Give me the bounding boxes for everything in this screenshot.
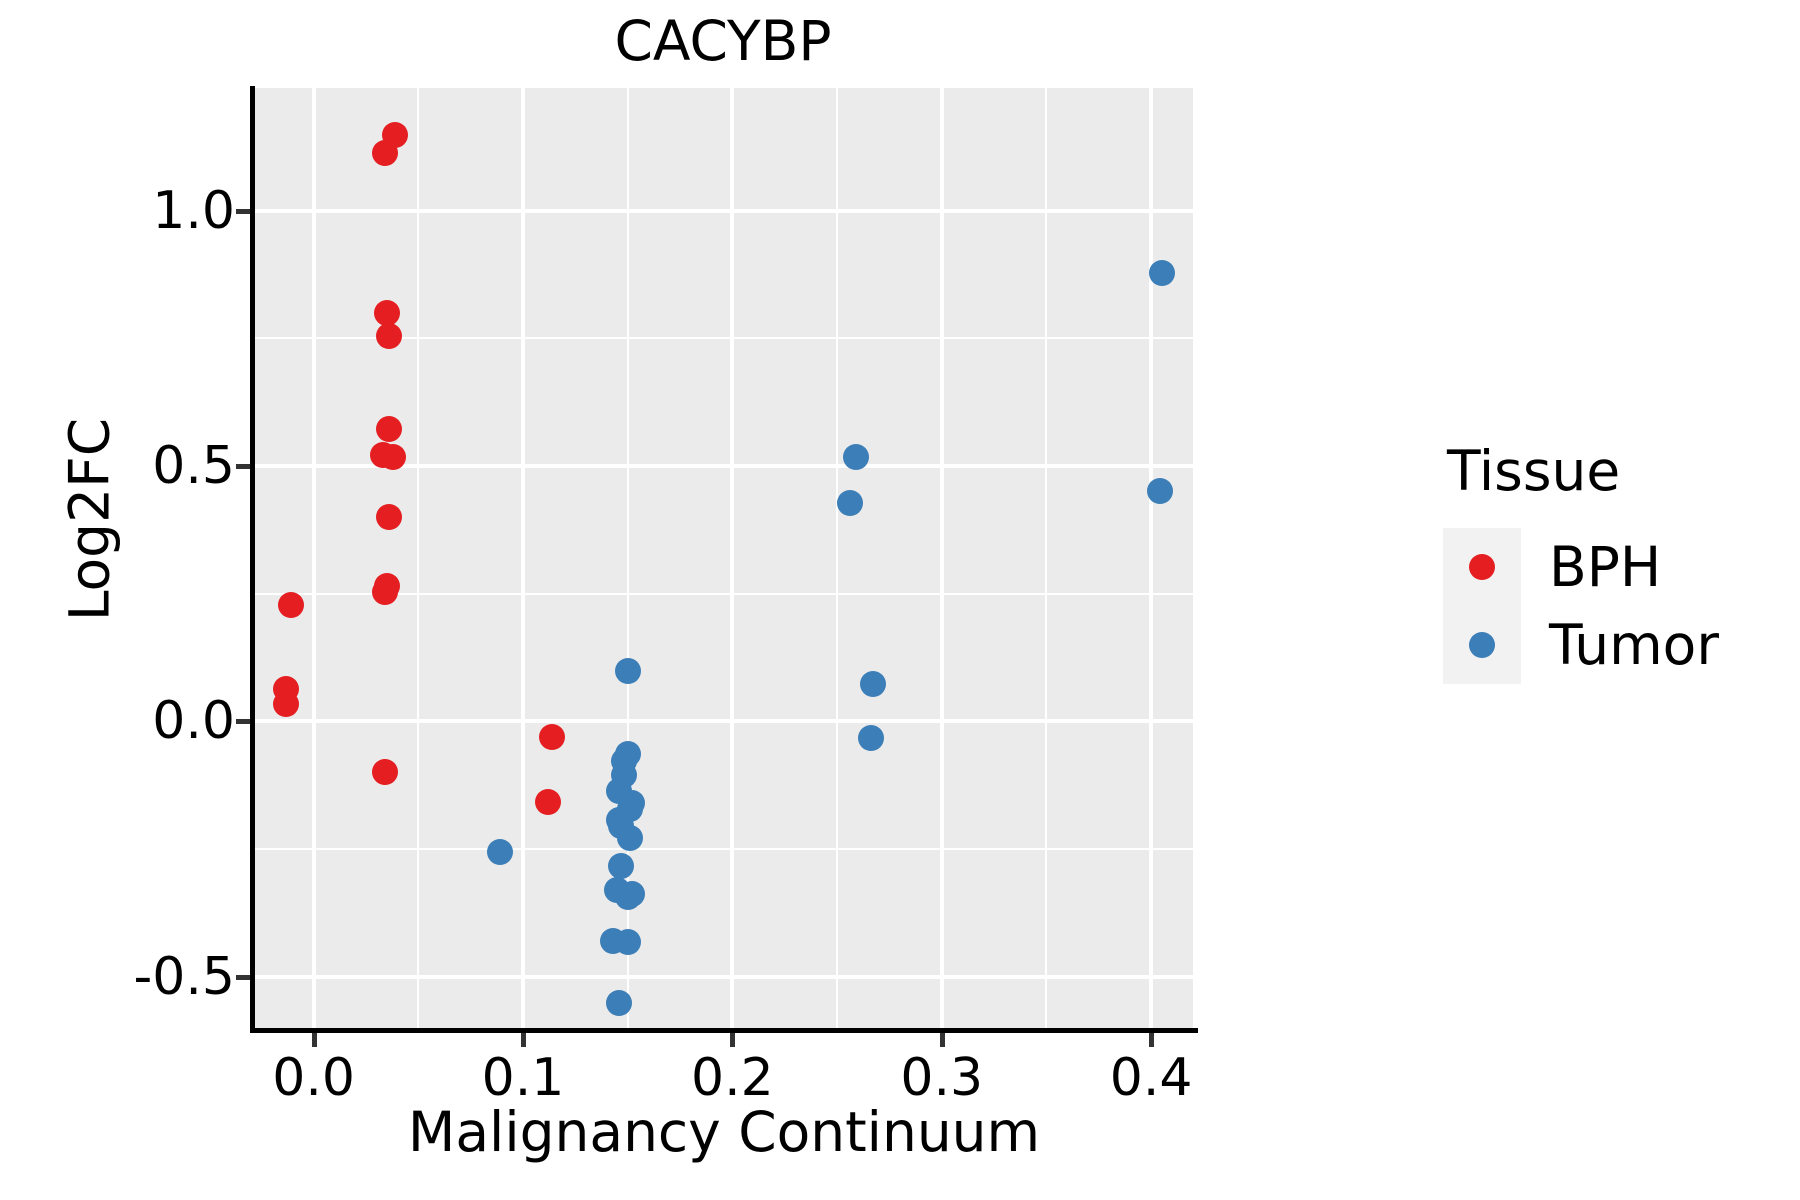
x-axis-tick-label: 0.0	[272, 1048, 355, 1108]
legend-item-bph[interactable]: BPH	[1443, 528, 1719, 606]
plot-panel	[255, 88, 1193, 1028]
page-title: CACYBP	[614, 9, 832, 73]
grid-line-minor-vertical	[836, 88, 839, 1028]
x-axis-tick-mark	[521, 1033, 526, 1047]
data-point-tumor	[842, 443, 869, 470]
data-point-tumor	[1146, 477, 1173, 504]
y-axis-tick-label: 0.0	[152, 691, 235, 752]
data-point-tumor	[836, 489, 863, 516]
grid-line-major-vertical	[521, 88, 525, 1028]
grid-line-minor-horizontal	[255, 592, 1193, 595]
legend-point-icon	[1469, 632, 1495, 658]
y-axis-tick-label: -0.5	[133, 946, 235, 1007]
grid-line-minor-horizontal	[255, 848, 1193, 851]
grid-line-minor-vertical	[1045, 88, 1048, 1028]
legend-title: Tissue	[1447, 439, 1621, 503]
y-axis-line	[250, 86, 255, 1030]
y-axis-tick-label: 1.0	[152, 180, 235, 241]
grid-line-major-vertical	[1149, 88, 1154, 1028]
data-point-bph	[371, 578, 398, 605]
data-point-bph	[376, 322, 402, 349]
data-point-tumor	[614, 929, 641, 956]
y-axis-tick-mark	[236, 974, 250, 980]
y-axis-title: Log2FC	[57, 417, 122, 622]
x-axis-tick-label: 0.1	[481, 1048, 565, 1108]
data-point-bph	[273, 691, 300, 718]
data-point-bph	[539, 723, 566, 750]
data-point-bph	[380, 444, 407, 471]
grid-line-minor-vertical	[417, 88, 420, 1028]
legend-point-icon	[1469, 554, 1495, 580]
grid-line-major-vertical	[939, 88, 944, 1028]
data-point-bph	[535, 788, 562, 815]
x-axis-line	[250, 1028, 1198, 1033]
x-axis-tick-mark	[730, 1033, 736, 1047]
data-point-tumor	[486, 838, 513, 865]
data-point-bph	[371, 758, 398, 785]
x-axis-tick-label: 0.3	[900, 1048, 984, 1108]
y-axis-tick-label: 0.5	[152, 436, 235, 497]
grid-line-major-vertical	[730, 88, 735, 1028]
data-point-tumor	[618, 880, 645, 907]
data-point-tumor	[608, 853, 635, 880]
x-axis-tick-label: 0.4	[1109, 1048, 1193, 1108]
data-point-tumor	[616, 824, 643, 851]
data-point-tumor	[606, 990, 633, 1017]
legend-item-label: BPH	[1549, 535, 1662, 599]
legend: Tissue BPH Tumor	[1443, 440, 1719, 684]
data-point-bph	[277, 592, 304, 618]
grid-line-major-horizontal	[255, 208, 1193, 213]
x-axis-tick-mark	[311, 1033, 317, 1047]
data-point-bph	[376, 504, 402, 531]
legend-item-label: Tumor	[1549, 613, 1719, 677]
x-axis-tick-mark	[939, 1033, 945, 1047]
x-axis-title: Malignancy Continuum	[407, 1100, 1041, 1164]
grid-line-major-horizontal	[255, 974, 1193, 979]
data-point-tumor	[1148, 259, 1175, 286]
legend-item-tumor[interactable]: Tumor	[1443, 606, 1719, 684]
legend-key-swatch	[1443, 528, 1521, 606]
grid-line-major-horizontal	[255, 719, 1193, 724]
y-axis-tick-mark	[236, 464, 250, 470]
y-axis-tick-mark	[236, 208, 250, 214]
data-point-bph	[376, 416, 402, 443]
data-point-bph	[373, 299, 400, 326]
legend-key-swatch	[1443, 606, 1521, 684]
data-point-bph	[382, 122, 409, 148]
grid-line-major-horizontal	[255, 464, 1193, 469]
data-point-tumor	[859, 671, 886, 698]
data-point-tumor	[857, 724, 884, 751]
legend-entries: BPH Tumor	[1443, 528, 1719, 684]
x-axis-tick-label: 0.2	[691, 1048, 774, 1108]
x-axis-tick-mark	[1149, 1033, 1155, 1047]
grid-line-minor-horizontal	[255, 337, 1193, 340]
y-axis-tick-mark	[236, 719, 250, 725]
data-point-tumor	[614, 657, 641, 684]
grid-line-major-vertical	[311, 88, 316, 1028]
grid-line-minor-vertical	[626, 88, 629, 1028]
